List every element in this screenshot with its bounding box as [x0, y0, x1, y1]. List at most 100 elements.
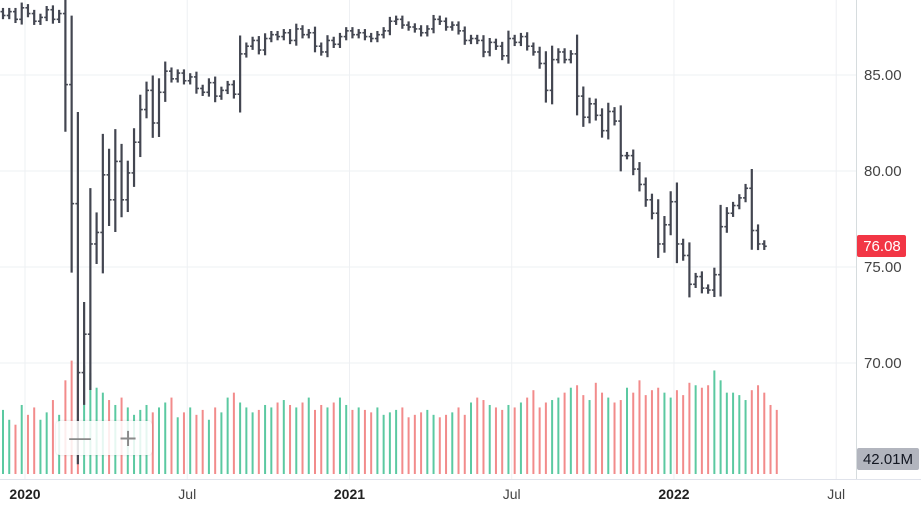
ohlc-bar — [574, 34, 580, 116]
volume-bar — [694, 385, 697, 474]
volume-bar — [20, 404, 23, 474]
volume-bar — [438, 417, 441, 474]
volume-bar — [276, 402, 279, 474]
zoom-out-button[interactable]: — — [56, 421, 104, 455]
ohlc-bar — [493, 38, 499, 50]
price-tick-label: 70.00 — [864, 355, 902, 372]
volume-bar — [601, 392, 604, 474]
volume-bar — [488, 404, 491, 474]
ohlc-bar — [587, 97, 593, 124]
volume-bar — [463, 414, 466, 474]
volume-bar — [45, 412, 48, 474]
ohlc-bar — [612, 107, 618, 126]
volume-bar — [457, 407, 460, 474]
time-tick-label: Jul — [503, 486, 521, 502]
ohlc-bar — [705, 284, 711, 294]
ohlc-bar — [456, 21, 462, 35]
volume-bar — [270, 407, 273, 474]
ohlc-bar — [87, 188, 93, 391]
ohlc-bar — [150, 75, 156, 138]
ohlc-bar — [250, 36, 256, 50]
volume-bar — [482, 400, 485, 474]
ohlc-bar — [524, 32, 530, 51]
volume-bar — [338, 397, 341, 474]
volume-bar — [245, 407, 248, 474]
ohlc-bar — [449, 21, 455, 31]
volume-bar — [507, 404, 510, 474]
volume-bar — [707, 385, 710, 474]
volume-bar — [382, 414, 385, 474]
ohlc-bar — [168, 67, 174, 83]
zoom-in-button[interactable]: + — [104, 421, 152, 455]
ohlc-bar — [761, 240, 767, 250]
ohlc-bar — [474, 34, 480, 45]
volume-bar — [513, 407, 516, 474]
volume-bar — [207, 419, 210, 474]
volume-bar — [351, 409, 354, 474]
ohlc-bar — [119, 143, 125, 218]
last-price-badge-bg — [857, 235, 906, 257]
ohlc-bar — [94, 212, 100, 264]
volume-bar — [594, 382, 597, 474]
volume-bar — [307, 397, 310, 474]
ohlc-bar — [649, 193, 655, 220]
volume-bar — [8, 419, 11, 474]
ohlc-bar — [306, 29, 312, 39]
ohlc-bar — [624, 151, 630, 160]
ohlc-bar — [736, 194, 742, 210]
ohlc-bar — [462, 26, 468, 45]
time-tick-label: 2022 — [658, 486, 689, 502]
ohlc-bar — [181, 69, 187, 85]
ohlc-bar — [100, 133, 106, 274]
volume-bar — [657, 387, 660, 474]
ohlc-bar — [393, 15, 399, 25]
volume-bar — [395, 409, 398, 474]
ohlc-bar — [686, 242, 692, 298]
volume-bar — [332, 402, 335, 474]
ohlc-bar — [674, 182, 680, 264]
ohlc-bar — [437, 15, 443, 25]
ohlc-series — [0, 0, 767, 465]
ohlc-bar — [399, 15, 405, 29]
ohlc-bar — [324, 35, 330, 58]
volume-bar — [220, 412, 223, 474]
volume-bar — [413, 414, 416, 474]
volume-bar — [582, 395, 585, 474]
volume-bar — [757, 385, 760, 474]
ohlc-bar — [19, 2, 25, 25]
ohlc-bar — [555, 48, 561, 64]
ohlc-bar — [518, 32, 524, 47]
volume-bar — [613, 402, 616, 474]
volume-series — [2, 360, 778, 474]
ohlc-bar — [730, 201, 736, 217]
ohlc-bar — [693, 272, 699, 288]
ohlc-bar — [44, 6, 50, 22]
ohlc-bar — [69, 15, 75, 273]
ohlc-bar — [75, 111, 81, 465]
ohlc-bar — [480, 35, 486, 58]
volume-bar — [289, 404, 292, 474]
volume-bar — [532, 390, 535, 474]
volume-bar — [151, 412, 154, 474]
ohlc-bar — [381, 27, 387, 39]
volume-bar — [569, 387, 572, 474]
volume-bar — [14, 424, 17, 474]
volume-bar — [388, 412, 391, 474]
ohlc-bar — [580, 86, 586, 127]
ohlc-bar — [755, 224, 761, 251]
ohlc-bar — [144, 81, 150, 119]
volume-bar — [295, 407, 298, 474]
ohlc-bar — [349, 27, 355, 39]
ohlc-bar — [56, 9, 62, 24]
ohlc-bar — [331, 36, 337, 48]
ohlc-bar — [343, 27, 349, 41]
ohlc-bar — [431, 14, 437, 34]
ohlc-bar — [112, 129, 118, 233]
volume-bar — [775, 409, 778, 474]
volume-bar — [626, 387, 628, 474]
volume-bar — [445, 414, 448, 474]
volume-label: 42.01M — [863, 451, 913, 468]
volume-bar — [619, 400, 622, 474]
volume-bar — [675, 390, 678, 474]
